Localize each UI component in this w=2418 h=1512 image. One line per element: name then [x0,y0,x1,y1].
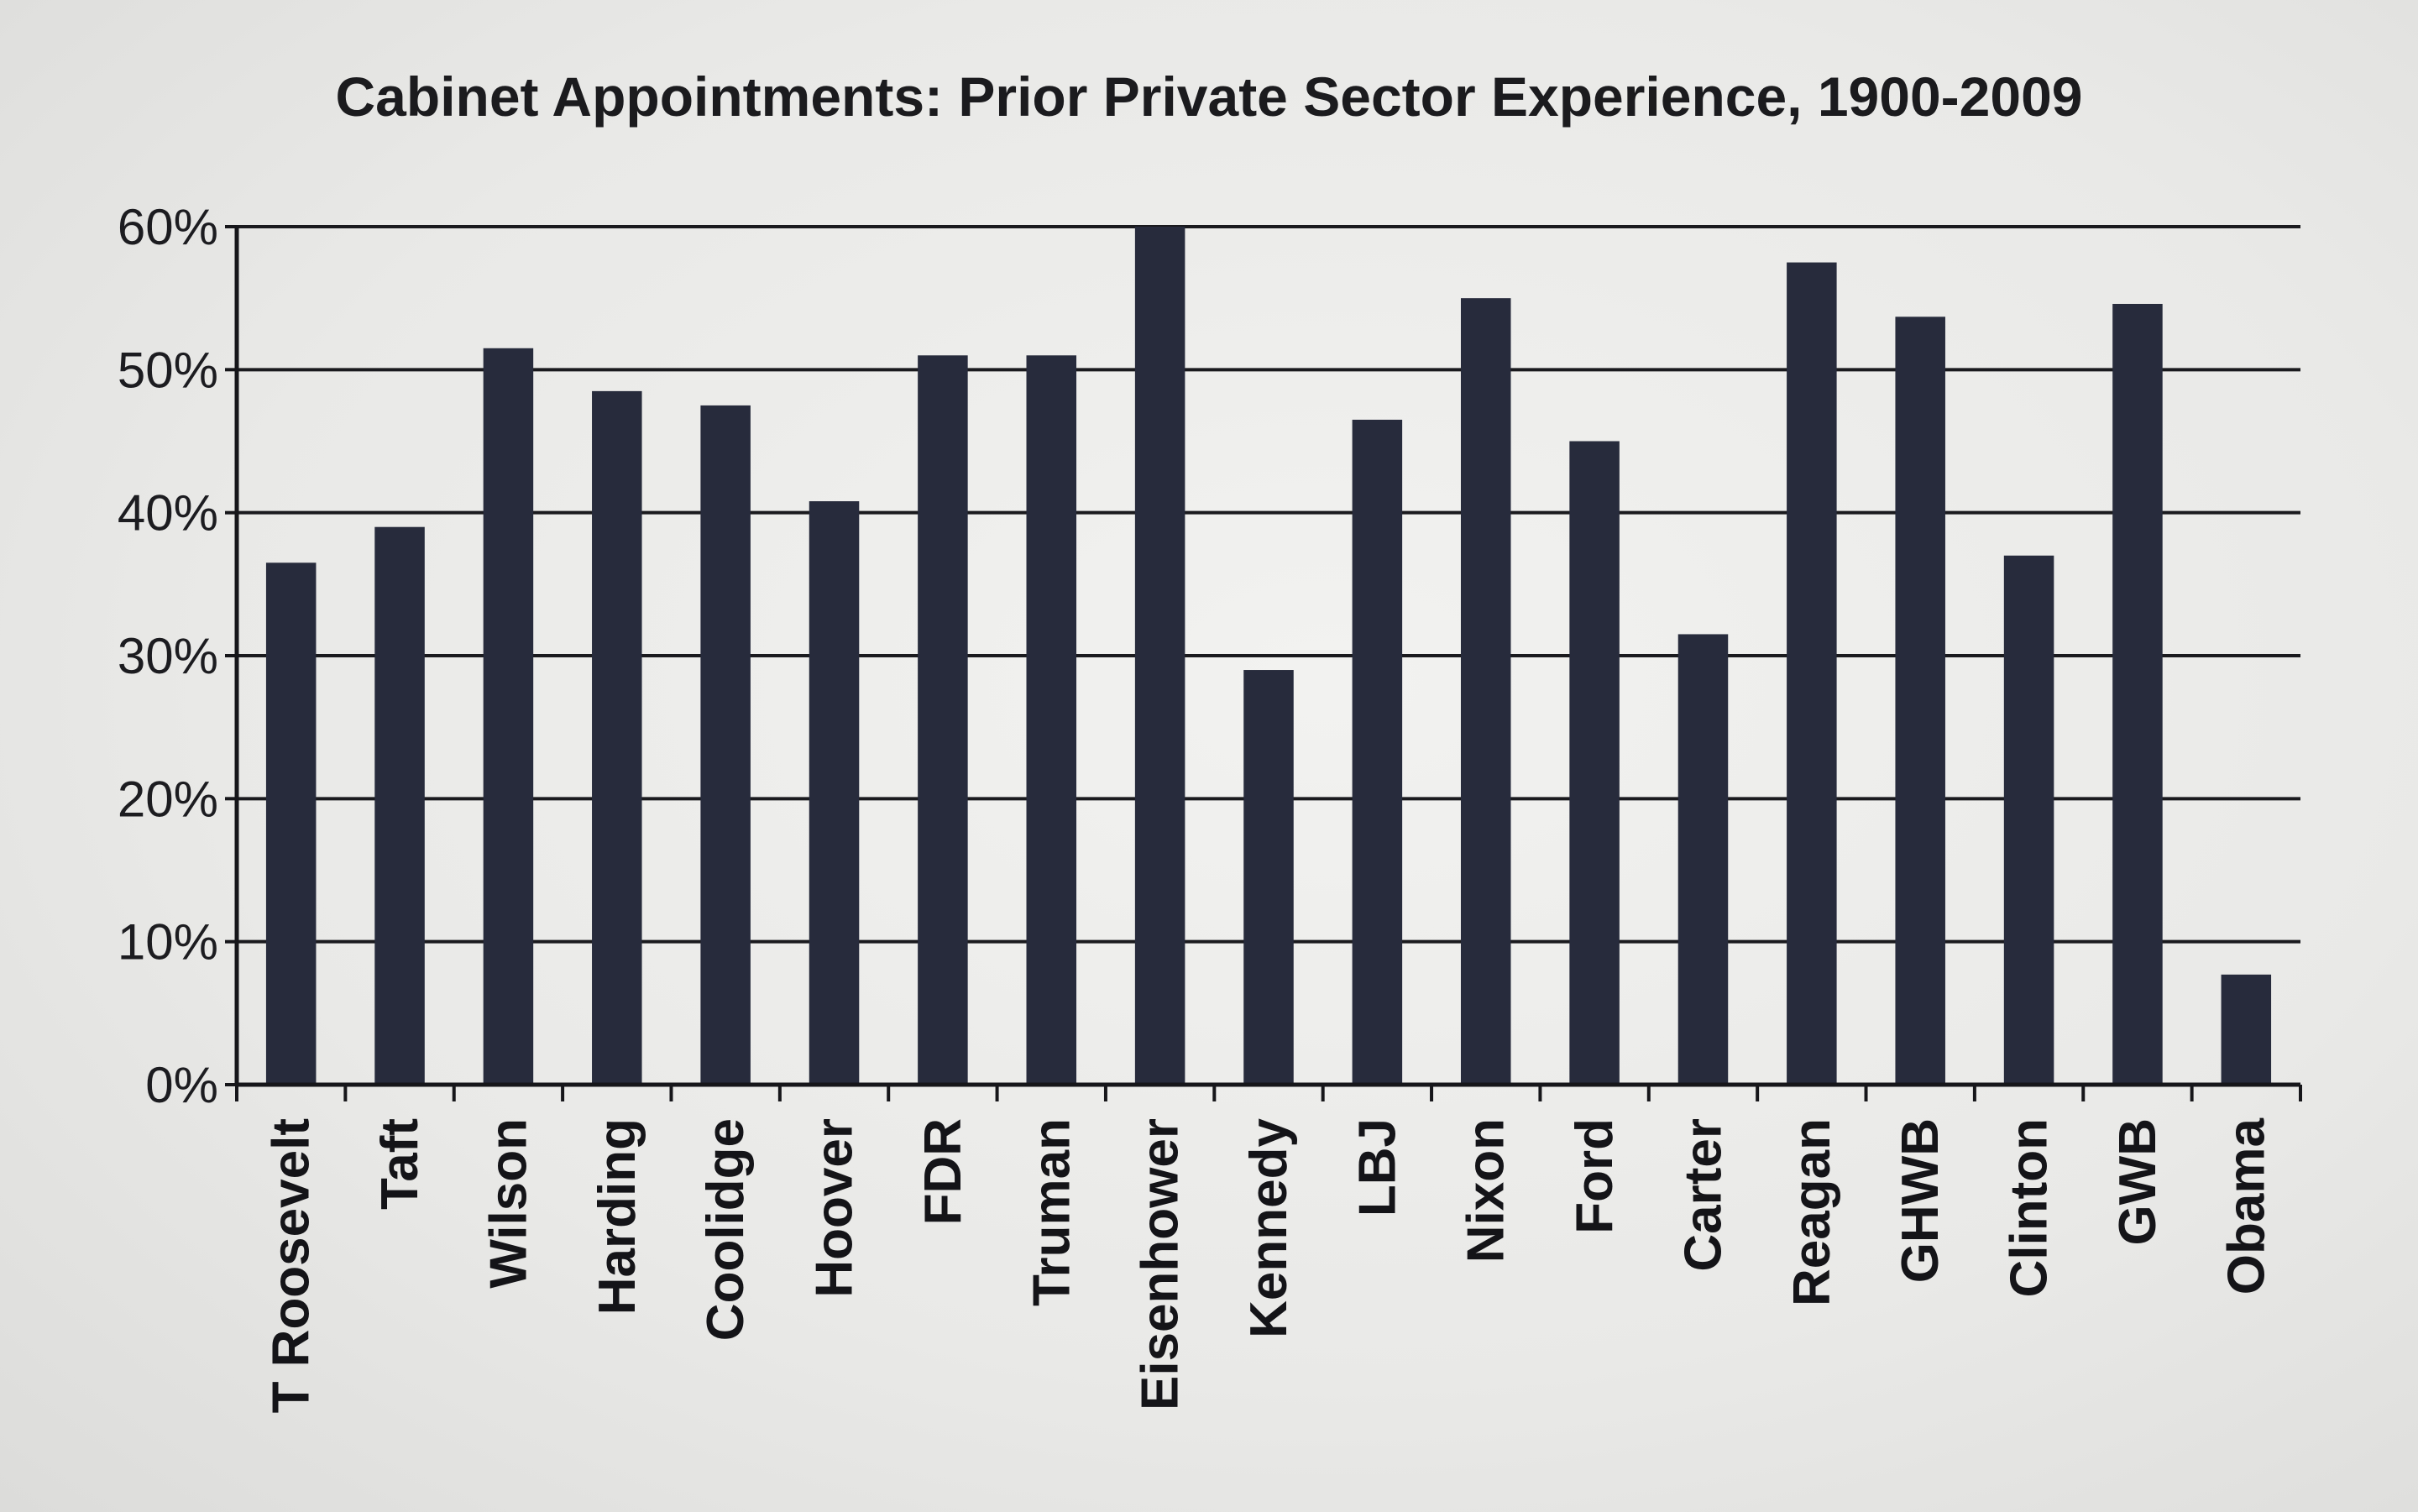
axes [225,225,2302,1101]
bar-eisenhower [1134,227,1185,1085]
y-tick-label: 0% [145,1057,218,1113]
bar-lbj [1352,419,1403,1085]
x-category-label: Nixon [1458,1118,1515,1263]
x-category-label: Eisenhower [1132,1118,1190,1410]
x-category-label: Carter [1674,1118,1732,1272]
y-tick-label: 20% [118,771,218,827]
x-category-label: Harding [589,1118,646,1315]
chart-title: Cabinet Appointments: Prior Private Sect… [336,65,2083,128]
bar-gwb [2112,303,2163,1086]
y-tick-label: 60% [118,199,218,255]
x-category-label: Hoover [806,1118,864,1298]
bars [265,227,2272,1086]
x-category-label: FDR [914,1118,972,1225]
bar-wilson [483,348,534,1085]
y-tick-label: 10% [118,914,218,971]
bar-taft [374,526,425,1085]
bar-nixon [1460,298,1511,1086]
y-tick-label: 30% [118,628,218,684]
bar-carter [1677,634,1729,1085]
x-category-label: Reagan [1783,1118,1841,1306]
x-category-label: Wilson [479,1118,537,1289]
x-category-label: Ford [1566,1118,1624,1234]
bar-kennedy [1243,670,1294,1085]
bar-ghwb [1895,317,1945,1085]
y-tick-label: 50% [118,342,218,398]
bar-obama [2221,974,2272,1085]
bar-t-roosevelt [265,562,317,1085]
bar-truman [1026,355,1077,1085]
x-category-label: Coolidge [697,1118,755,1341]
bar-harding [592,390,642,1086]
x-category-label: Obama [2217,1117,2275,1295]
gridlines [237,225,2300,944]
bar-ford [1569,441,1620,1085]
x-category-label: GWB [2109,1118,2167,1246]
x-category-label: LBJ [1348,1118,1406,1216]
y-tick-label: 40% [118,485,218,541]
x-category-label: Clinton [2001,1118,2059,1298]
bar-reagan [1787,262,1837,1085]
bar-fdr [918,355,968,1085]
x-category-label: T Roosevelt [263,1118,321,1413]
bar-clinton [2003,555,2054,1085]
x-category-label: GHWB [1892,1118,1950,1283]
x-category-label: Truman [1023,1118,1081,1306]
bar-hoover [809,501,860,1085]
x-axis-category-labels: T Roosevelt Taft Wilson Harding Coolidge Hoov… [263,1117,2276,1413]
x-category-label: Kennedy [1240,1117,1298,1337]
x-category-label: Taft [371,1118,429,1210]
bar-coolidge [700,405,751,1086]
y-axis-tick-labels: 0% 10% 20% 30% 40% 50% 60% [118,199,218,1113]
